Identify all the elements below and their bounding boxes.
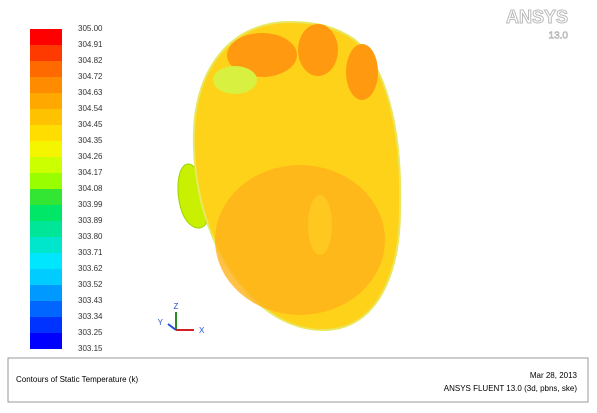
colorbar-label: 303.99: [78, 200, 103, 209]
colorbar-band: [30, 205, 62, 221]
colorbar-label: 304.82: [78, 56, 103, 65]
hot-spot: [298, 24, 338, 76]
colorbar-label: 303.25: [78, 328, 103, 337]
colorbar-label: 304.54: [78, 104, 103, 113]
logo-brand: ANSYS: [506, 7, 568, 27]
colorbar-band: [30, 173, 62, 189]
colorbar-band: [30, 29, 62, 45]
colorbar-label: 304.45: [78, 120, 103, 129]
page: 305.00 304.91 304.82 304.72 304.63 304.54 304.…: [0, 0, 597, 413]
colorbar-band: [30, 317, 62, 333]
screenshot: 305.00 304.91 304.82 304.72 304.63 304.54 304.…: [0, 0, 597, 408]
colorbar-band: [30, 253, 62, 269]
colorbar-band: [30, 141, 62, 157]
colorbar-band: [30, 45, 62, 61]
colorbar-label: 303.89: [78, 216, 103, 225]
colorbar-band: [30, 333, 62, 349]
colorbar-band: [30, 77, 62, 93]
colorbar-label: 303.80: [78, 232, 103, 241]
colorbar-label: 304.35: [78, 136, 103, 145]
footer-date: Mar 28, 2013: [530, 371, 578, 380]
colorbar-band: [30, 125, 62, 141]
colorbar-label: 303.34: [78, 312, 103, 321]
footer-title: Contours of Static Temperature (k): [16, 375, 138, 384]
colorbar-label: 305.00: [78, 24, 103, 33]
footer-solver: ANSYS FLUENT 13.0 (3d, pbns, ske): [444, 384, 578, 393]
triad-y: Y: [158, 318, 164, 327]
colorbar-label: 304.26: [78, 152, 103, 161]
face-region: [215, 165, 385, 315]
colorbar-band: [30, 93, 62, 109]
colorbar-label: 304.91: [78, 40, 103, 49]
triad-x: X: [199, 326, 205, 335]
colorbar-band: [30, 221, 62, 237]
colorbar-band: [30, 301, 62, 317]
nose: [308, 195, 332, 255]
colorbar-band: [30, 285, 62, 301]
colorbar-label: 303.62: [78, 264, 103, 273]
triad-z: Z: [174, 302, 179, 311]
hot-spot: [346, 44, 378, 100]
colorbar-label: 304.72: [78, 72, 103, 81]
logo-version: 13.0: [549, 31, 569, 42]
colorbar-band: [30, 269, 62, 285]
colorbar-label: 304.17: [78, 168, 103, 177]
colorbar-label: 303.71: [78, 248, 103, 257]
colorbar-label: 304.63: [78, 88, 103, 97]
colorbar-label: 303.52: [78, 280, 103, 289]
colorbar-band: [30, 109, 62, 125]
colorbar-band: [30, 237, 62, 253]
colorbar-band: [30, 61, 62, 77]
colorbar-label: 303.43: [78, 296, 103, 305]
colorbar-label: 304.08: [78, 184, 103, 193]
colorbar-label: 303.15: [78, 344, 103, 353]
colorbar-band: [30, 157, 62, 173]
cool-spot: [213, 66, 257, 94]
colorbar-band: [30, 189, 62, 205]
